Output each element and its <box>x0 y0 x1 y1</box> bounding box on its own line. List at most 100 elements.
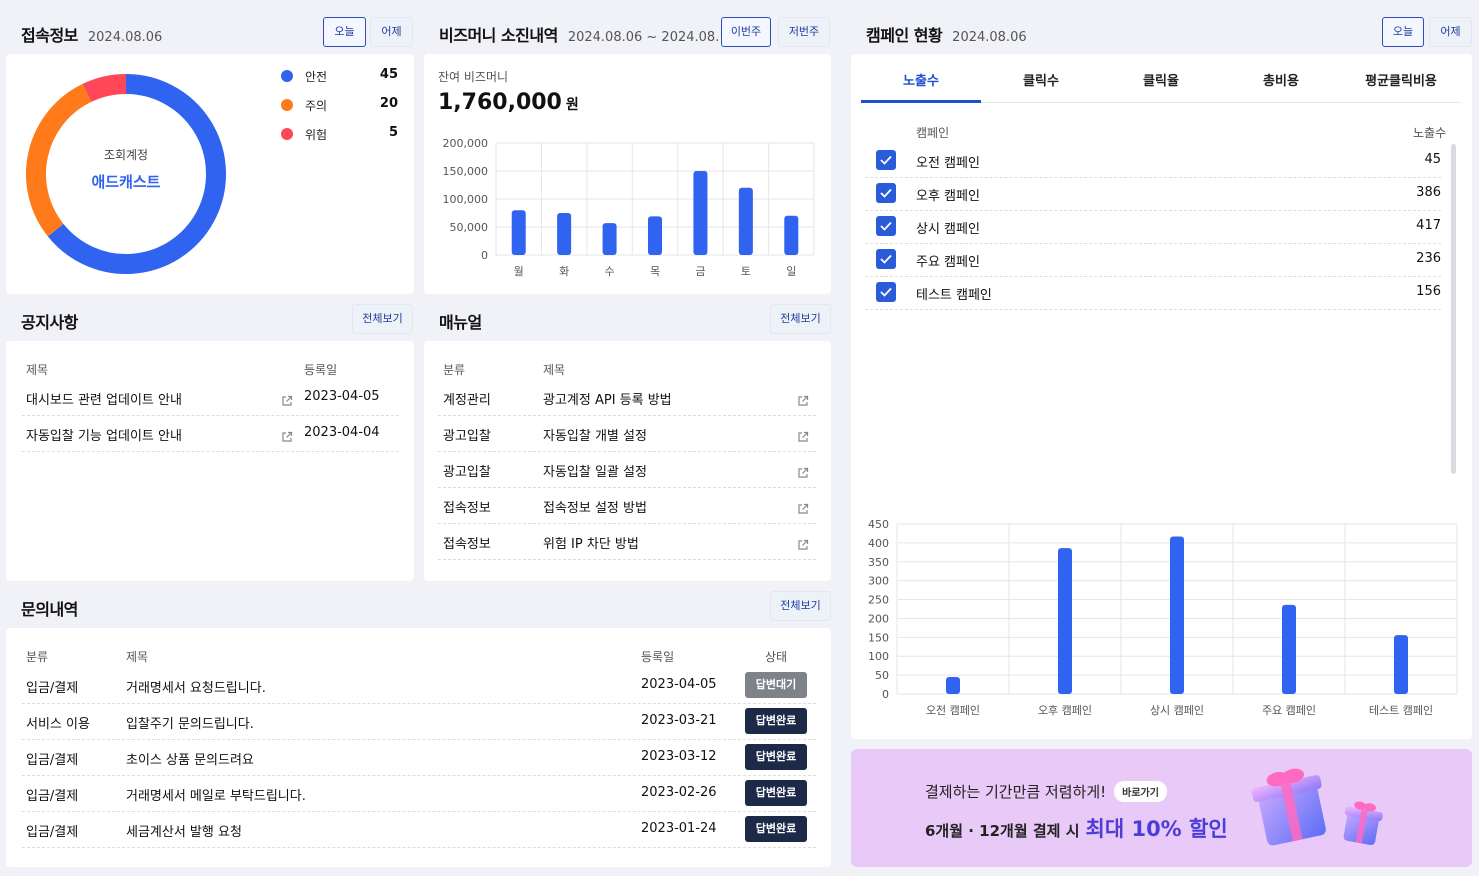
manual-row-title[interactable]: 위험 IP 차단 방법 <box>543 537 639 552</box>
legend-value: 5 <box>388 125 398 140</box>
donut-center-label: 조회계정 <box>103 148 149 162</box>
inquiry-row-title[interactable]: 입찰주기 문의드립니다. <box>126 717 254 732</box>
inquiry-row-date: 2023-03-21 <box>641 713 717 728</box>
y-tick-label: 0 <box>882 688 889 701</box>
campaign-section-header: 캠페인 현황 2024.08.06 <box>866 22 1027 46</box>
row-separator <box>22 451 399 452</box>
last-week-button[interactable]: 저번주 <box>778 17 830 47</box>
x-tick-label: 테스트 캠페인 <box>1369 704 1433 717</box>
bar <box>557 213 572 255</box>
x-tick-label: 주요 캠페인 <box>1262 704 1316 717</box>
tab-4[interactable]: 평균클릭비용 <box>1365 74 1437 89</box>
external-link-icon[interactable] <box>797 428 809 442</box>
promo-discount: 최대 10% 할인 <box>1085 817 1228 841</box>
campaign-row-name: 상시 캠페인 <box>916 222 980 237</box>
donut-slice-안전 <box>47 74 226 274</box>
external-link-icon[interactable] <box>797 464 809 478</box>
campaign-row-value: 386 <box>1416 185 1441 200</box>
legend-value: 45 <box>379 67 398 82</box>
inquiry-row-category: 입금/결제 <box>26 681 79 696</box>
access-today-button[interactable]: 오늘 <box>323 17 366 47</box>
campaign-row-value: 417 <box>1416 218 1441 233</box>
tab-0[interactable]: 노출수 <box>903 74 939 89</box>
x-tick-label: 토 <box>741 265 751 278</box>
inquiry-row-title[interactable]: 거래명세서 요청드립니다. <box>126 681 266 696</box>
inquiry-row-date: 2023-01-24 <box>641 821 717 836</box>
inquiry-view-all-button[interactable]: 전체보기 <box>770 591 831 621</box>
y-tick-label: 100 <box>868 650 889 663</box>
notice-col-title: 제목 <box>26 363 49 377</box>
campaign-date: 2024.08.06 <box>952 30 1027 45</box>
y-tick-label: 0 <box>481 249 488 262</box>
inquiry-section-header: 문의내역 <box>21 596 78 620</box>
manual-row-category: 광고입찰 <box>443 429 491 444</box>
access-card: 조회계정 애드캐스트 안전 45 주의 20 위험 5 <box>6 54 414 294</box>
x-tick-label: 일 <box>786 264 796 278</box>
campaign-yesterday-button[interactable]: 어제 <box>1429 17 1472 47</box>
row-separator <box>865 276 1441 277</box>
row-separator <box>22 703 816 704</box>
manual-card: 분류 제목 계정관리 광고계정 API 등록 방법 광고입찰 자동입찰 개별 설정 광고… <box>424 341 831 581</box>
external-link-icon[interactable] <box>281 392 293 406</box>
inquiry-card: 분류 제목 등록일 상태 입금/결제 거래명세서 요청드립니다. 2023-04-0… <box>6 628 831 867</box>
x-tick-label: 오후 캠페인 <box>1038 704 1092 717</box>
y-tick-label: 150,000 <box>443 165 489 178</box>
inquiry-title: 문의내역 <box>21 600 78 619</box>
notice-section-header: 공지사항 <box>21 309 78 333</box>
manual-section-header: 매뉴얼 <box>439 309 482 333</box>
promo-banner[interactable]: 결제하는 기간만큼 저렴하게! 바로가기 6개월 · 12개월 결제 시 최대 … <box>851 749 1472 867</box>
promo-headline: 결제하는 기간만큼 저렴하게! <box>925 783 1107 801</box>
campaign-checkbox[interactable] <box>876 183 896 203</box>
row-separator <box>438 415 816 416</box>
notice-view-all-button[interactable]: 전체보기 <box>352 304 413 334</box>
campaign-checkbox[interactable] <box>876 150 896 170</box>
tab-1[interactable]: 클릭수 <box>1023 74 1059 89</box>
campaign-checkbox[interactable] <box>876 249 896 269</box>
x-tick-label: 수 <box>605 265 615 278</box>
inquiry-row-title[interactable]: 세금계산서 발행 요청 <box>126 825 242 840</box>
campaign-list-scrollbar[interactable] <box>1451 144 1456 474</box>
y-tick-label: 300 <box>868 575 889 588</box>
campaign-checkbox[interactable] <box>876 216 896 236</box>
tab-3[interactable]: 총비용 <box>1263 74 1299 89</box>
manual-view-all-button[interactable]: 전체보기 <box>770 304 831 334</box>
external-link-icon[interactable] <box>281 428 293 442</box>
notice-row-title[interactable]: 대시보드 관련 업데이트 안내 <box>26 393 182 408</box>
access-title: 접속정보 <box>21 26 78 45</box>
manual-row-title[interactable]: 자동입찰 일괄 설정 <box>543 465 647 480</box>
inquiry-row-title[interactable]: 거래명세서 메일로 부탁드립니다. <box>126 789 306 804</box>
this-week-button[interactable]: 이번주 <box>721 17 771 47</box>
legend-label: 위험 <box>305 128 328 142</box>
status-badge: 답변완료 <box>745 744 807 770</box>
y-tick-label: 150 <box>868 631 889 644</box>
y-tick-label: 50,000 <box>450 221 489 234</box>
manual-row-title[interactable]: 광고계정 API 등록 방법 <box>543 393 672 408</box>
campaign-row-name: 테스트 캠페인 <box>916 288 992 303</box>
status-badge: 답변완료 <box>745 816 807 842</box>
inquiry-col-status: 상태 <box>765 650 788 664</box>
access-yesterday-button[interactable]: 어제 <box>370 17 413 47</box>
external-link-icon[interactable] <box>797 500 809 514</box>
tab-2[interactable]: 클릭율 <box>1143 74 1179 89</box>
bar <box>1282 604 1296 694</box>
inquiry-col-date: 등록일 <box>641 650 675 664</box>
row-separator <box>22 811 816 812</box>
external-link-icon[interactable] <box>797 392 809 406</box>
manual-row-title[interactable]: 자동입찰 개별 설정 <box>543 429 647 444</box>
row-separator <box>865 243 1441 244</box>
bar <box>738 187 753 255</box>
external-link-icon[interactable] <box>797 536 809 550</box>
campaign-checkbox[interactable] <box>876 282 896 302</box>
promo-cta-button[interactable]: 바로가기 <box>1114 781 1167 802</box>
notice-row-title[interactable]: 자동입찰 기능 업데이트 안내 <box>26 429 182 444</box>
campaign-today-button[interactable]: 오늘 <box>1382 17 1424 47</box>
inquiry-row-title[interactable]: 초이스 상품 문의드려요 <box>126 753 254 768</box>
bizmoney-title: 비즈머니 소진내역 <box>439 26 558 45</box>
promo-period: 6개월 · 12개월 결제 시 <box>925 822 1080 840</box>
campaign-bar-chart: 450 400 350 300 250 200 150 100 50 0 오전 캠페인 오후 캠페인 상… <box>868 518 1458 717</box>
tabs-divider <box>861 102 1461 103</box>
notice-col-date: 등록일 <box>304 363 338 377</box>
inquiry-col-title: 제목 <box>126 650 149 664</box>
manual-row-title[interactable]: 접속정보 설정 방법 <box>543 501 647 516</box>
x-tick-label: 금 <box>695 265 705 278</box>
